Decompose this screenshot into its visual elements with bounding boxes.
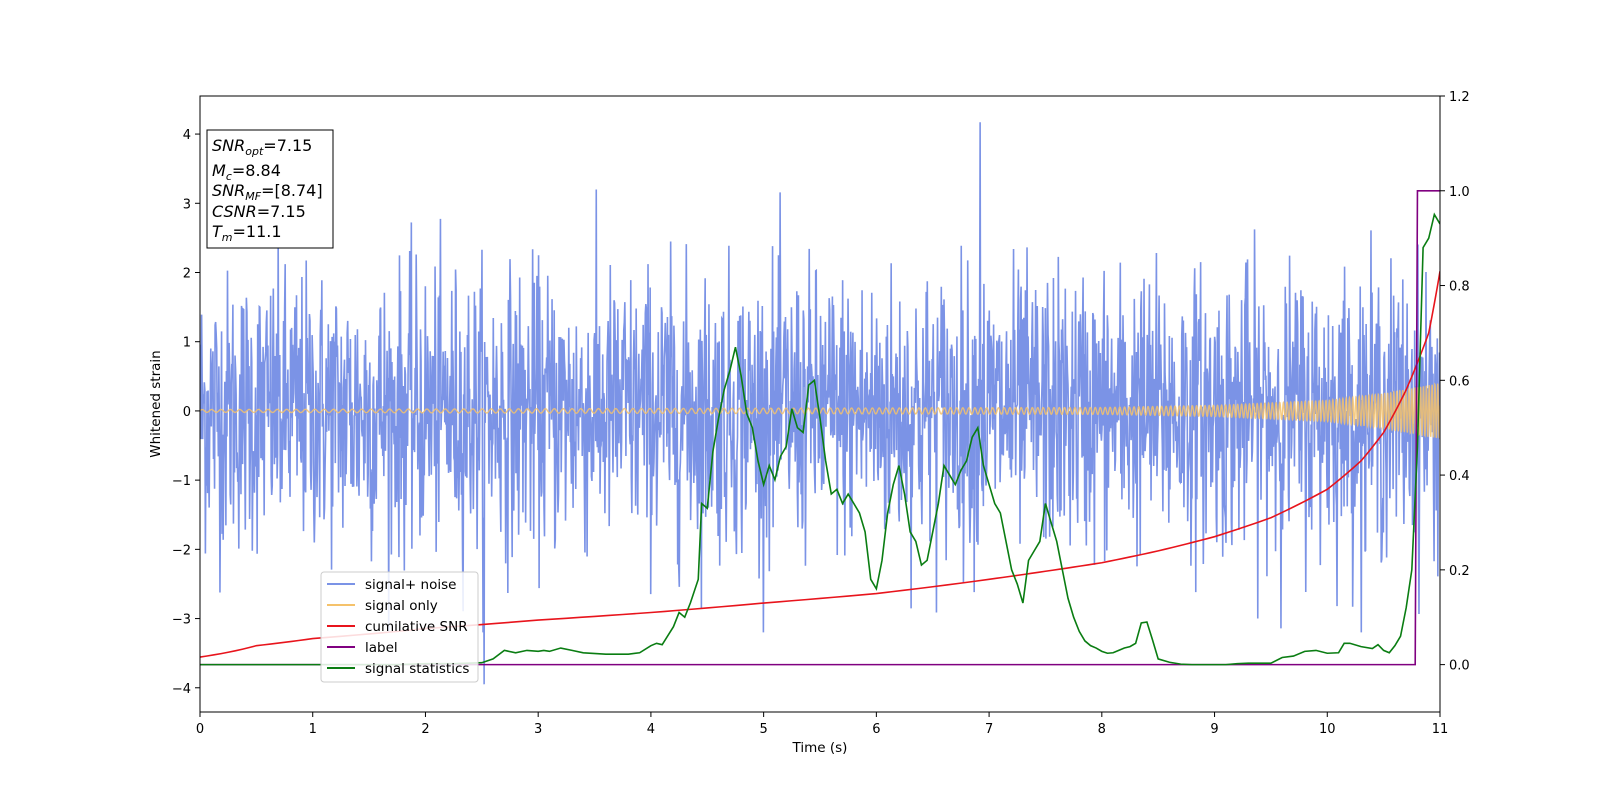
x-tick-label-0: 0 [196, 722, 204, 737]
plot-frame [199, 95, 1441, 713]
legend-frame [320, 571, 479, 683]
y-tick-label-3: −1 [172, 474, 191, 489]
y-tick-label-6: 2 [183, 266, 191, 281]
y2-tick-label-1: 0.2 [1449, 564, 1470, 579]
x-tick-label-6: 6 [872, 722, 880, 737]
y-tick-label-7: 3 [183, 197, 191, 212]
x-axis-label: Time (s) [792, 740, 848, 756]
y2-tick-label-3: 0.6 [1449, 374, 1470, 389]
y2-tick-label-4: 0.8 [1449, 280, 1470, 295]
y-tick-label-4: 0 [183, 405, 191, 420]
info-line-1: Mc=8.84 [212, 161, 281, 183]
x-tick-label-1: 1 [309, 722, 317, 737]
y-tick-label-2: −2 [172, 543, 191, 558]
x-tick-label-4: 4 [647, 722, 655, 737]
legend-label-1: signal only [365, 598, 438, 614]
axes-layer: 0 1 2 3 4 5 6 7 8 9 10 11 −4 −3 −2 −1 0 1 2 3 4 0.0 0.2 0.4 0.6 0… [172, 90, 1470, 737]
x-tick-label-9: 9 [1210, 722, 1218, 737]
legend-label-0: signal+ noise [365, 577, 456, 593]
legend-label-4: signal statistics [365, 661, 469, 677]
info-line-3: CSNR=7.15 [212, 202, 306, 221]
y-tick-label-1: −3 [172, 613, 191, 628]
y-tick-label-5: 1 [183, 336, 191, 351]
y-tick-label-0: −4 [172, 682, 191, 697]
legend: signal+ noise signal only cumilative SNR la… [320, 571, 479, 683]
info-box-frame [206, 129, 334, 249]
series-4-line [200, 212, 1440, 666]
y-tick-label-8: 4 [183, 128, 191, 143]
y2-tick-label-0: 0.0 [1449, 659, 1470, 674]
legend-label-2: cumilative SNR [365, 619, 468, 635]
series-3-line [200, 189, 1440, 666]
y-axis-label: Whitened strain [148, 350, 164, 457]
info-line-2: SNRMF=[8.74] [212, 181, 323, 203]
y2-tick-label-5: 1.0 [1449, 185, 1470, 200]
x-tick-label-8: 8 [1098, 722, 1106, 737]
x-tick-label-11: 11 [1432, 722, 1449, 737]
info-line-0: SNRopt=7.15 [212, 136, 312, 158]
y2-tick-label-2: 0.4 [1449, 469, 1470, 484]
x-tick-label-5: 5 [759, 722, 767, 737]
y2-tick-label-6: 1.2 [1449, 90, 1470, 105]
x-tick-label-3: 3 [534, 722, 542, 737]
x-tick-label-7: 7 [985, 722, 993, 737]
x-tick-label-2: 2 [421, 722, 429, 737]
info-box: SNRopt=7.15 Mc=8.84SNRMF=[8.74]CSNR=7.15T… [206, 129, 334, 249]
x-tick-label-10: 10 [1319, 722, 1336, 737]
info-line-4: Tm=11.1 [212, 222, 282, 244]
legend-label-3: label [365, 640, 398, 656]
